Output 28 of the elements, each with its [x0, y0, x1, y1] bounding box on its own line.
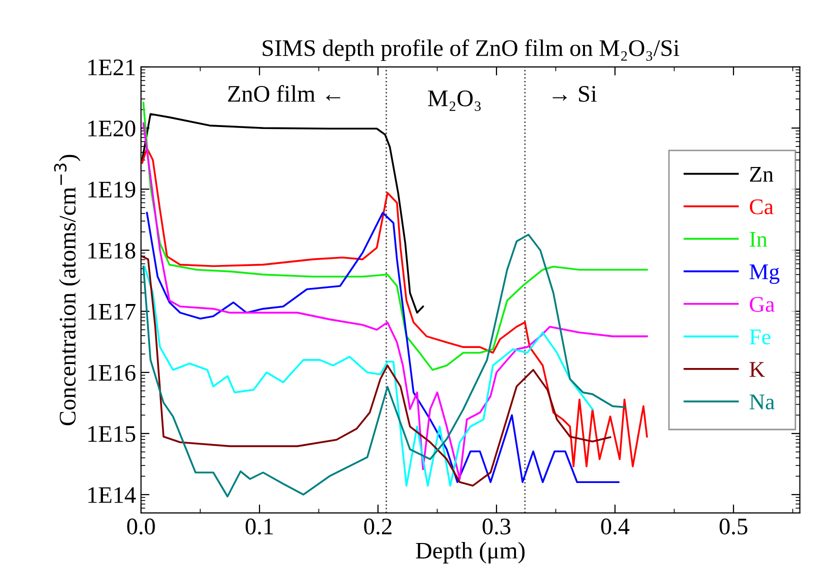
legend-label: Zn	[750, 167, 774, 182]
legend-label: Fe	[750, 330, 770, 344]
x-axis-title: Depth (μm)	[416, 542, 525, 564]
legend-label: Ca	[750, 199, 774, 214]
y-axis-title: Concentration (atoms/cm$^{−3}$)	[54, 154, 80, 426]
y-tick-label: 1E16	[88, 364, 136, 381]
y-tick-label: 1E19	[88, 182, 136, 198]
legend-label: Mg	[750, 264, 780, 284]
y-tick-label: 1E21	[88, 60, 135, 76]
legend-label: Ga	[750, 296, 775, 312]
chart-title: SIMS depth profile of ZnO film on M₂O₃/Si	[262, 39, 680, 61]
annotation: ZnO film ←	[228, 85, 340, 102]
y-tick-label: 1E20	[88, 120, 136, 136]
x-tick-label: 0.3	[482, 518, 510, 535]
x-tick-label: 0.2	[364, 518, 392, 535]
y-tick-label: 1E14	[88, 487, 136, 503]
y-tick-label: 1E17	[88, 304, 136, 320]
annotation: → Si	[552, 86, 597, 102]
x-tick-label: 0.5	[720, 518, 748, 535]
x-tick-label: 0.1	[246, 518, 273, 535]
x-tick-label: 0.4	[601, 518, 630, 535]
legend-label: In	[750, 232, 768, 247]
legend-label: K	[750, 362, 765, 377]
x-tick-label: 0.0	[127, 518, 155, 535]
legend-label: Na	[750, 394, 775, 410]
annotation: M₂O₃	[428, 90, 481, 111]
y-tick-label: 1E15	[88, 426, 136, 442]
y-tick-label: 1E18	[88, 242, 136, 259]
